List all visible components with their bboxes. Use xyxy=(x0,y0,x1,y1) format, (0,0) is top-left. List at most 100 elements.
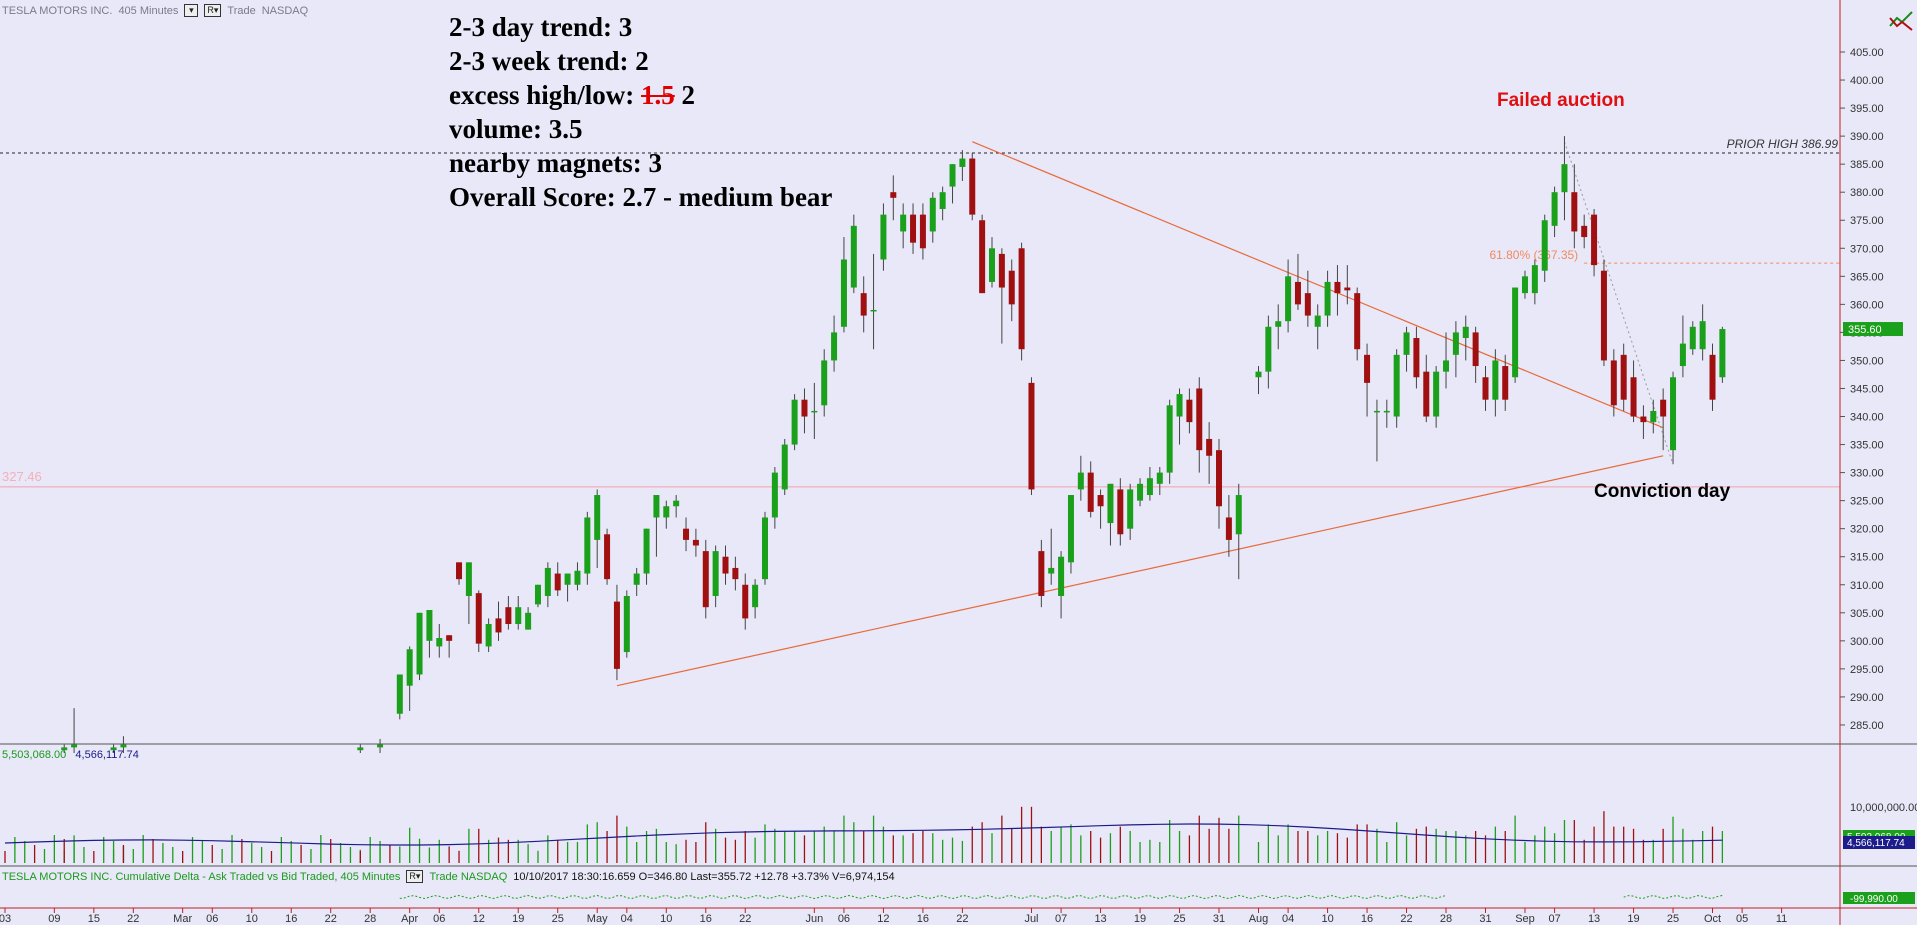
candle-body[interactable] xyxy=(1344,287,1351,291)
candle-body[interactable] xyxy=(1660,399,1667,417)
candle-body[interactable] xyxy=(1107,483,1114,524)
candle-body[interactable] xyxy=(989,248,995,282)
candle-body[interactable] xyxy=(1443,360,1450,372)
candle-body[interactable] xyxy=(446,635,453,641)
candle-body[interactable] xyxy=(1689,326,1696,350)
candle-body[interactable] xyxy=(1156,472,1163,484)
candle-body[interactable] xyxy=(416,612,423,675)
candle-body[interactable] xyxy=(959,158,966,167)
candle-body[interactable] xyxy=(840,259,847,327)
candle-body[interactable] xyxy=(515,607,522,625)
candle-body[interactable] xyxy=(1433,371,1440,417)
candle-body[interactable] xyxy=(1225,517,1232,540)
candle-body[interactable] xyxy=(821,360,828,406)
candle-body[interactable] xyxy=(653,495,660,518)
candle-body[interactable] xyxy=(752,584,759,608)
candle-body[interactable] xyxy=(377,744,384,748)
candle-body[interactable] xyxy=(712,551,719,596)
candle-body[interactable] xyxy=(1354,293,1361,350)
candle-body[interactable] xyxy=(1630,377,1637,417)
candle-body[interactable] xyxy=(574,570,581,585)
candle-body[interactable] xyxy=(860,293,867,316)
candle-body[interactable] xyxy=(1610,360,1617,406)
candle-body[interactable] xyxy=(604,534,611,580)
candle-body[interactable] xyxy=(850,225,857,288)
candle-body[interactable] xyxy=(1235,495,1242,535)
candle-body[interactable] xyxy=(1561,164,1568,193)
candle-body[interactable] xyxy=(120,744,127,748)
candle-body[interactable] xyxy=(1206,438,1213,456)
candle-body[interactable] xyxy=(465,562,472,596)
candle-body[interactable] xyxy=(1304,293,1311,316)
candle-body[interactable] xyxy=(1502,366,1509,400)
trendline[interactable] xyxy=(616,455,1664,687)
candle-body[interactable] xyxy=(1699,321,1706,350)
candle-body[interactable] xyxy=(1176,394,1183,417)
candle-body[interactable] xyxy=(1591,214,1598,266)
candle-body[interactable] xyxy=(564,573,571,585)
candle-body[interactable] xyxy=(1048,567,1055,574)
candle-body[interactable] xyxy=(1216,450,1223,507)
candle-body[interactable] xyxy=(969,158,976,215)
candle-body[interactable] xyxy=(761,517,768,580)
candle-body[interactable] xyxy=(1719,329,1726,378)
candle-body[interactable] xyxy=(979,220,986,294)
candle-body[interactable] xyxy=(890,192,897,198)
candle-body[interactable] xyxy=(1077,472,1084,490)
candle-body[interactable] xyxy=(900,214,907,232)
candle-body[interactable] xyxy=(544,567,551,596)
candle-body[interactable] xyxy=(1314,315,1321,327)
candle-body[interactable] xyxy=(1196,388,1203,451)
candle-body[interactable] xyxy=(1324,281,1331,316)
candle-body[interactable] xyxy=(1650,410,1657,423)
candle-body[interactable] xyxy=(1551,192,1558,226)
candle-body[interactable] xyxy=(880,214,887,260)
candle-body[interactable] xyxy=(1038,551,1045,596)
candle-body[interactable] xyxy=(742,584,749,619)
candle-body[interactable] xyxy=(554,573,561,591)
candle-body[interactable] xyxy=(732,567,739,580)
candle-body[interactable] xyxy=(1186,399,1193,423)
candle-body[interactable] xyxy=(1709,354,1716,400)
candle-body[interactable] xyxy=(1393,354,1400,417)
candle-body[interactable] xyxy=(1334,281,1341,294)
candle-body[interactable] xyxy=(61,747,68,751)
candle-body[interactable] xyxy=(919,214,926,249)
candle-body[interactable] xyxy=(1067,495,1074,563)
candle-body[interactable] xyxy=(1640,416,1647,423)
candle-body[interactable] xyxy=(929,197,936,232)
candle-body[interactable] xyxy=(1600,270,1607,361)
candle-body[interactable] xyxy=(801,399,808,417)
candle-body[interactable] xyxy=(1531,265,1538,294)
candle-body[interactable] xyxy=(71,744,78,748)
candle-body[interactable] xyxy=(1679,343,1686,367)
candle-body[interactable] xyxy=(1482,377,1489,400)
candle-body[interactable] xyxy=(949,164,956,187)
candle-body[interactable] xyxy=(1373,410,1380,413)
candle-body[interactable] xyxy=(534,584,541,605)
candle-body[interactable] xyxy=(771,472,778,518)
candle-body[interactable] xyxy=(1364,354,1371,383)
candle-body[interactable] xyxy=(1294,281,1301,305)
candle-body[interactable] xyxy=(1087,472,1094,512)
candle-body[interactable] xyxy=(1028,382,1035,490)
trend-arrows-icon[interactable] xyxy=(1889,11,1913,31)
candle-body[interactable] xyxy=(831,332,838,361)
candle-body[interactable] xyxy=(1018,248,1025,350)
candle-body[interactable] xyxy=(633,573,640,585)
candle-body[interactable] xyxy=(791,399,798,445)
candle-body[interactable] xyxy=(426,609,433,641)
candle-body[interactable] xyxy=(910,214,917,243)
candle-body[interactable] xyxy=(1472,332,1479,367)
candle-body[interactable] xyxy=(811,410,818,413)
candle-body[interactable] xyxy=(673,500,680,507)
candle-body[interactable] xyxy=(1117,489,1124,535)
trendline[interactable] xyxy=(972,141,1664,429)
candle-body[interactable] xyxy=(692,539,699,546)
candle-body[interactable] xyxy=(702,551,709,608)
candle-body[interactable] xyxy=(1670,377,1677,451)
candle-body[interactable] xyxy=(594,495,601,540)
candle-body[interactable] xyxy=(1255,371,1262,378)
candle-body[interactable] xyxy=(436,638,443,647)
candle-body[interactable] xyxy=(1097,495,1104,507)
